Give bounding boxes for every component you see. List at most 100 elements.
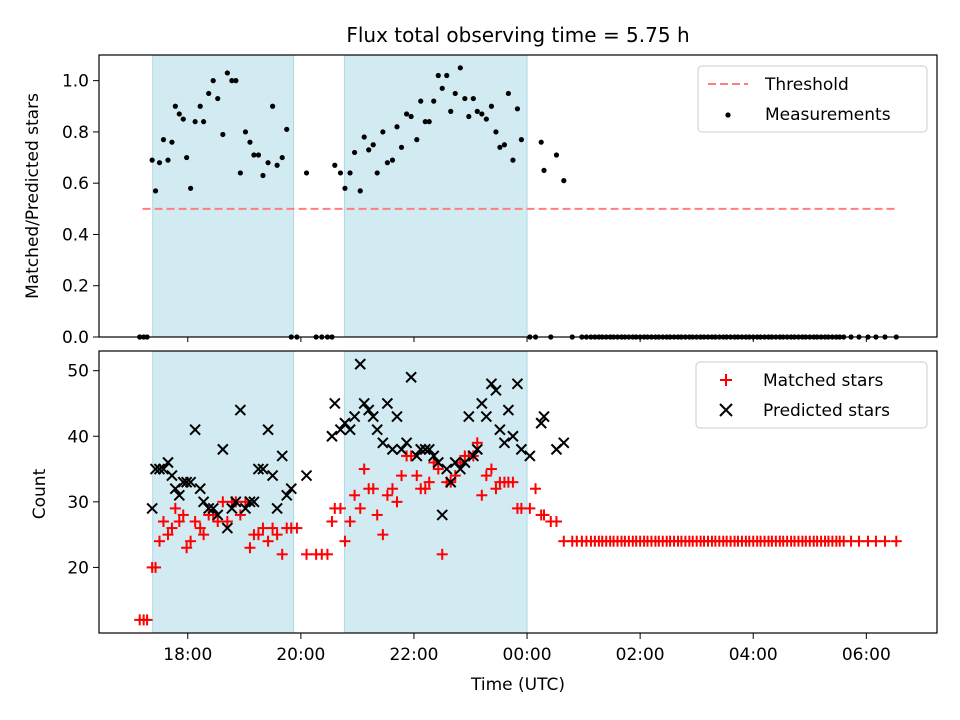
bottom-legend-box (695, 361, 928, 429)
matched-star-point (386, 483, 398, 495)
predicted-star-point (476, 397, 488, 410)
bottom-x-ticks: 18:00 20:00 22:00 00:00 02:00 04:00 06:00 (163, 633, 891, 665)
predicted-star-point (276, 450, 288, 462)
bottom-shaded-intervals (152, 350, 528, 634)
measurement-point (439, 85, 445, 91)
measurement-point (206, 90, 212, 97)
measurement-point (269, 103, 276, 109)
top-legend-box (697, 65, 928, 133)
measurement-point (431, 98, 437, 104)
predicted-star-point (494, 423, 506, 436)
predicted-star-point (391, 410, 403, 423)
predicted-star-point (344, 423, 356, 436)
legend-measurements-label: Measurements (765, 105, 891, 125)
predicted-star-point (266, 469, 279, 482)
measurement-point (394, 124, 400, 130)
measurement-point (474, 108, 480, 114)
measurement-point (561, 178, 567, 184)
top-axes-frame (98, 54, 938, 338)
matched-star-point (150, 561, 162, 573)
matched-star-point (267, 522, 279, 534)
matched-star-point (194, 522, 206, 534)
predicted-star-point (445, 476, 457, 488)
predicted-star-point (507, 430, 519, 442)
measurement-point (152, 188, 159, 194)
top-legend: Threshold Measurements (697, 65, 928, 133)
matched-star-point (339, 535, 351, 547)
measurement-point (255, 152, 262, 158)
measurement-point (452, 90, 458, 97)
legend-predicted-label: Predicted stars (763, 401, 890, 421)
predicted-star-point (471, 443, 483, 456)
predicted-star-point (502, 404, 515, 416)
measurement-point (265, 160, 271, 166)
matched-stars-points (134, 437, 902, 626)
matched-star-point (391, 496, 403, 508)
predicted-star-point (400, 437, 413, 449)
measurement-point (184, 154, 190, 161)
matched-star-point (471, 437, 483, 449)
matched-star-point (321, 548, 333, 560)
matched-star-point (141, 614, 153, 626)
measurement-point (466, 113, 472, 120)
measurement-point (448, 108, 454, 114)
y-tick-label: 0.8 (62, 123, 89, 143)
predicted-star-point (405, 371, 417, 383)
predicted-star-point (157, 463, 170, 475)
predicted-star-point (230, 496, 242, 508)
y-tick-label: 0.6 (62, 174, 89, 194)
predicted-star-point (515, 443, 528, 456)
matched-star-point (490, 483, 502, 495)
x-tick-label: 22:00 (389, 645, 438, 665)
x-tick-label: 00:00 (503, 645, 552, 665)
predicted-star-point (173, 489, 186, 501)
measurement-point (201, 119, 207, 125)
x-tick-label: 04:00 (729, 645, 778, 665)
predicted-star-point (363, 404, 375, 416)
measurement-point (541, 167, 547, 173)
measurement-point (342, 185, 348, 191)
y-tick-label: 30 (67, 493, 89, 513)
measurement-point (505, 90, 511, 97)
x-tick-label: 06:00 (842, 645, 891, 665)
predicted-star-point (524, 450, 536, 462)
predicted-star-point (162, 456, 174, 469)
predicted-star-point (248, 496, 260, 508)
predicted-star-point (367, 410, 379, 423)
measurement-point (169, 139, 175, 145)
measurement-point (488, 103, 495, 109)
predicted-star-point (226, 502, 238, 515)
measurement-point (510, 157, 516, 163)
matched-star-point (419, 483, 431, 495)
matched-star-point (177, 509, 189, 521)
predicted-star-point (538, 410, 550, 423)
chart-title: Flux total observing time = 5.75 h (346, 23, 689, 47)
measurement-point (497, 144, 503, 150)
measurement-point (251, 152, 257, 158)
measurement-point (247, 139, 253, 145)
predicted-star-point (197, 496, 210, 508)
measurement-point (479, 111, 485, 117)
matched-star-point (344, 516, 356, 528)
predicted-star-point (467, 450, 480, 462)
matched-star-point (423, 476, 435, 488)
predicted-star-point (490, 384, 502, 397)
predicted-star-point (300, 469, 313, 482)
measurement-point (284, 126, 290, 132)
measurement-point (404, 111, 410, 117)
top-panel: 0.0 0.2 0.4 0.6 0.8 1.0 Matched/Predicted sta… (23, 54, 938, 348)
matched-star-point (476, 489, 488, 501)
predicted-star-point (381, 397, 394, 410)
measurement-point (380, 129, 386, 135)
measurement-point (414, 137, 420, 143)
matched-star-point (354, 502, 366, 514)
predicted-star-point (146, 502, 158, 515)
predicted-star-point (511, 378, 524, 390)
predicted-star-point (419, 443, 431, 456)
predicted-star-point (262, 423, 274, 436)
x-tick-label: 02:00 (616, 645, 665, 665)
measurement-point (197, 103, 203, 109)
matched-star-point (530, 483, 542, 495)
predicted-star-point (184, 476, 197, 488)
legend-threshold-label: Threshold (764, 75, 849, 95)
